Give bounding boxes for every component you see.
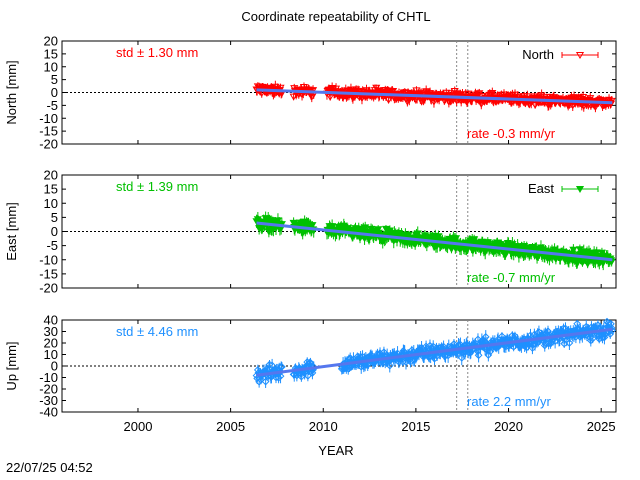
y-tick-label: 10 [44, 196, 58, 211]
data-point [374, 226, 383, 234]
data-point [276, 84, 285, 92]
y-tick-label: -15 [39, 266, 58, 281]
y-axis-label: East [mm] [4, 202, 19, 261]
data-point [361, 224, 370, 232]
data-point [569, 246, 578, 254]
y-tick-label: -40 [39, 405, 58, 420]
y-tick-label: -15 [39, 124, 58, 139]
y-tick-label: -5 [46, 238, 58, 253]
rate-label: rate 2.2 mm/yr [467, 394, 551, 409]
std-label: std ± 1.39 mm [116, 179, 198, 194]
trend-line [256, 327, 613, 377]
y-tick-label: -20 [39, 382, 58, 397]
data-point [309, 363, 318, 371]
y-tick-label: -30 [39, 393, 58, 408]
x-tick-label: 2015 [401, 419, 430, 434]
y-tick-label: 20 [44, 34, 58, 49]
data-point [405, 96, 414, 104]
data-point [607, 324, 616, 332]
rate-label: rate -0.7 mm/yr [467, 270, 556, 285]
data-point [575, 52, 585, 59]
y-tick-label: 40 [44, 313, 58, 328]
y-tick-label: 0 [51, 359, 58, 374]
data-point [276, 372, 285, 380]
data-point [411, 241, 420, 249]
legend-label: East [528, 181, 554, 196]
y-tick-label: 0 [51, 224, 58, 239]
x-tick-label: 2025 [587, 419, 616, 434]
x-tick-label: 2020 [494, 419, 523, 434]
data-point [474, 351, 483, 360]
x-tick-label: 2000 [124, 419, 153, 434]
x-tick-label: 2005 [216, 419, 245, 434]
data-point [588, 334, 597, 343]
legend-label: North [522, 47, 554, 62]
data-point [592, 249, 601, 257]
y-tick-label: 30 [44, 324, 58, 339]
y-tick-label: 20 [44, 168, 58, 183]
data-point [606, 319, 615, 328]
y-tick-label: -10 [39, 111, 58, 126]
y-tick-label: 15 [44, 182, 58, 197]
data-point [470, 236, 479, 244]
x-axis-label: YEAR [318, 443, 353, 458]
y-tick-label: 15 [44, 46, 58, 61]
data-point [565, 339, 574, 347]
data-point [385, 361, 394, 370]
std-label: std ± 1.30 mm [116, 45, 198, 60]
y-tick-label: 5 [51, 210, 58, 225]
y-tick-label: 0 [51, 85, 58, 100]
data-point [450, 340, 458, 348]
y-axis-label: North [mm] [4, 60, 19, 124]
y-tick-label: 20 [44, 336, 58, 351]
data-point [607, 97, 616, 105]
data-point [575, 186, 585, 193]
trend-line [256, 221, 613, 262]
y-tick-label: -10 [39, 370, 58, 385]
data-point [384, 96, 393, 104]
timestamp: 22/07/25 04:52 [6, 460, 93, 475]
y-tick-label: 10 [44, 347, 58, 362]
data-point [481, 333, 490, 341]
chart-title: Coordinate repeatability of CHTL [241, 9, 430, 24]
y-tick-label: -10 [39, 252, 58, 267]
trend-line [256, 88, 613, 105]
x-tick-label: 2010 [309, 419, 338, 434]
y-tick-label: -20 [39, 281, 58, 296]
y-tick-label: 10 [44, 59, 58, 74]
data-point [277, 362, 286, 371]
legend: East [528, 181, 599, 196]
y-axis-label: Up [mm] [4, 341, 19, 390]
legend: North [522, 47, 599, 62]
data-point [303, 371, 312, 380]
y-tick-label: -20 [39, 137, 58, 152]
data-point [544, 327, 552, 336]
y-tick-label: 5 [51, 72, 58, 87]
y-tick-label: -5 [46, 98, 58, 113]
rate-label: rate -0.3 mm/yr [467, 126, 556, 141]
data-point [306, 358, 315, 367]
std-label: std ± 4.46 mm [116, 324, 198, 339]
data-point [579, 94, 588, 102]
